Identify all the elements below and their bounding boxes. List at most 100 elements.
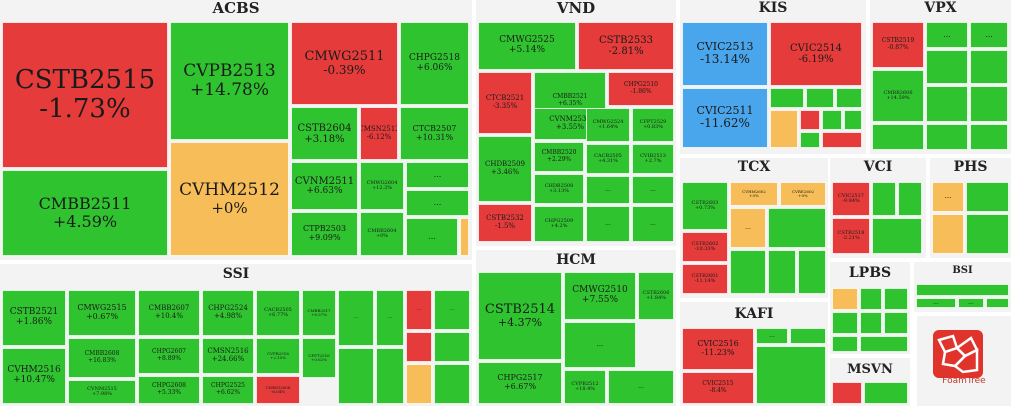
cell-vnd-chpg2510[interactable]: CHPG2510 -1.86%	[608, 72, 674, 106]
cell-ssi-more-19[interactable]: ...	[434, 290, 470, 330]
cell-ssi-more-18[interactable]: ...	[406, 290, 432, 330]
cell-hcm-more-6[interactable]: ...	[608, 370, 674, 404]
cell-ssi-cmwg2608[interactable]: CMWG2608 -6.04%	[256, 376, 300, 404]
cell-vnd-more-18[interactable]: ...	[632, 206, 674, 242]
cell-ssi-cmbb2517[interactable]: CMBB2517 +6.57%	[302, 290, 336, 336]
cell-ssi-chpg2524[interactable]: CHPG2524 +4.98%	[202, 290, 254, 336]
cell-ssi-cmbb2607[interactable]: CMBB2607 +10.4%	[138, 290, 200, 336]
cell-vnd-cmwg2525[interactable]: CMWG2525 +5.14%	[478, 22, 576, 70]
cell-kis-cvic2511[interactable]: CVIC2511 -11.62%	[682, 88, 768, 148]
cell-vnd-more-17[interactable]: ...	[632, 176, 674, 204]
cell-hcm-cvpb2512[interactable]: CVPB2512 +18.4%	[564, 370, 606, 404]
cell-bsi-block-0	[916, 284, 1009, 296]
cell-vnd-cstb2532[interactable]: CSTB2532 -1.5%	[478, 204, 532, 242]
cell-vpx-block-1	[970, 50, 1008, 84]
cell-change: +0.83%	[642, 124, 664, 130]
cell-ssi-cmwg2515[interactable]: CMWG2515 +0.67%	[68, 290, 136, 336]
cell-tcx-cstb2601[interactable]: CSTB2601 -11.14%	[682, 264, 728, 294]
cell-name: CMBB2606	[883, 89, 913, 96]
cell-vnd-more-15[interactable]: ...	[586, 176, 630, 204]
cell-vci-block-1	[898, 182, 922, 216]
cell-ssi-cmbb2608[interactable]: CMBB2608 +16.83%	[68, 338, 136, 378]
cell-ssi-cvhm2516[interactable]: CVHM2516 +10.47%	[2, 348, 66, 404]
cell-vnd-more-16[interactable]: ...	[586, 206, 630, 242]
cell-ssi-cvpb2516[interactable]: CVPB2516 +2.15%	[256, 338, 300, 374]
cell-tcx-cvhm2602[interactable]: CVHM2602 +0%	[730, 182, 778, 206]
cell-vnd-cvib2513[interactable]: CVIB2513 +2.7%	[632, 144, 674, 174]
cell-ssi-cmsn2516[interactable]: CMSN2516 +24.66%	[202, 338, 254, 374]
cell-hcm-chpg2517[interactable]: CHPG2517 +6.67%	[478, 362, 562, 404]
cell-kafi-more-2[interactable]: ...	[756, 328, 788, 344]
cell-vnd-cfpt2529[interactable]: CFPT2529 +0.83%	[632, 108, 674, 142]
cell-vnd-cmwg2524[interactable]: CMWG2524 +1.64%	[586, 108, 630, 142]
cell-tcx-cstb2603[interactable]: CSTB2603 +0.73%	[682, 182, 728, 230]
cell-acbs-cmbb2604[interactable]: CMBB2604 +0%	[360, 212, 404, 256]
cell-acbs-cmbb2511[interactable]: CMBB2511 +4.59%	[2, 170, 168, 256]
cell-ssi-cfpt2516[interactable]: CFPT2516 +0.62%	[302, 338, 336, 378]
cell-name: CSTB2518	[837, 229, 865, 236]
cell-acbs-more-15[interactable]: ...	[406, 218, 458, 256]
cell-change: +14.78%	[189, 80, 270, 100]
cell-acbs-ctpb2503[interactable]: CTPB2503 +9.09%	[291, 212, 358, 256]
cell-hcm-cstb2606[interactable]: CSTB2606 +1.84%	[638, 272, 674, 320]
cell-vnd-ctcb2521[interactable]: CTCB2521 -3.35%	[478, 72, 532, 134]
cell-name: ...	[428, 231, 436, 241]
cell-vpx-cmbb2606[interactable]: CMBB2606 +14.59%	[872, 70, 924, 122]
cell-acbs-cmsn2512[interactable]: CMSN2512 -6.12%	[360, 107, 398, 160]
cell-vnd-chdb2509[interactable]: CHDB2509 +3.46%	[478, 136, 532, 202]
cell-acbs-cmwg2511[interactable]: CMWG2511 -0.39%	[291, 22, 398, 105]
cell-phs-more-0[interactable]: ...	[932, 182, 964, 212]
cell-acbs-ctcb2507[interactable]: CTCB2507 +10.31%	[400, 107, 469, 160]
cell-ssi-cacb2505[interactable]: CACB2505 +6.77%	[256, 290, 300, 336]
cell-ssi-chpg2525[interactable]: CHPG2525 +6.62%	[202, 376, 254, 404]
cell-bsi-more-0[interactable]: ...	[916, 298, 956, 308]
cell-vnd-chpg2509[interactable]: CHPG2509 +4.2%	[534, 206, 584, 242]
cell-kafi-cvic2516[interactable]: CVIC2516 -11.23%	[682, 328, 754, 370]
cell-name: ...	[769, 331, 775, 339]
cell-vnd-chdb2508[interactable]: CHDB2508 +3.13%	[534, 174, 584, 204]
cell-bsi-more-1[interactable]: ...	[958, 298, 984, 308]
cell-hcm-cmwg2510[interactable]: CMWG2510 +7.55%	[564, 272, 636, 320]
cell-ssi-cvnm2515[interactable]: CVNM2515 +7.98%	[68, 380, 136, 404]
cell-vnd-cmbb2520[interactable]: CMBB2520 +2.29%	[534, 142, 584, 172]
cell-vpx-more-3[interactable]: ...	[970, 22, 1008, 48]
cell-kis-block-2	[836, 88, 862, 108]
cell-vci-cvic2517[interactable]: CVIC2517 -9.84%	[832, 182, 870, 216]
cell-acbs-cstb2515[interactable]: CSTB2515 -1.73%	[2, 22, 168, 168]
cell-lpbs-block-4	[860, 312, 882, 334]
cell-vnd-cacb2505[interactable]: CACB2505 +4.31%	[586, 144, 630, 174]
cell-ssi-chpg2607[interactable]: CHPG2607 +8.89%	[138, 338, 200, 374]
cell-vpx-cstb2519[interactable]: CSTB2519 -0.87%	[872, 22, 924, 68]
cell-acbs-chpg2518[interactable]: CHPG2518 +6.06%	[400, 22, 469, 105]
cell-acbs-cstb2604[interactable]: CSTB2604 +3.18%	[291, 107, 358, 160]
cell-acbs-more-13[interactable]: ...	[406, 162, 469, 188]
cell-kis-cvic2513[interactable]: CVIC2513 -13.14%	[682, 22, 768, 86]
cell-vci-cstb2518[interactable]: CSTB2518 -2.21%	[832, 218, 870, 254]
group-title-kis: KIS	[758, 0, 788, 16]
cell-kis-cvic2514[interactable]: CVIC2514 -6.19%	[770, 22, 862, 86]
cell-change: +4.98%	[213, 312, 243, 320]
cell-hcm-more-4[interactable]: ...	[564, 322, 636, 368]
cell-ssi-block-4	[338, 348, 374, 404]
cell-kafi-cvic2515[interactable]: CVIC2515 -8.4%	[682, 372, 754, 404]
cell-ssi-more-17[interactable]: ...	[376, 290, 404, 346]
cell-tcx-more-5[interactable]: ...	[730, 208, 766, 248]
cell-acbs-more-14[interactable]: ...	[406, 190, 469, 216]
cell-acbs-cmwg2604[interactable]: CMWG2604 +12.2%	[360, 162, 404, 210]
cell-acbs-cvnm2511[interactable]: CVNM2511 +6.63%	[291, 162, 358, 210]
cell-ssi-cstb2521[interactable]: CSTB2521 +1.86%	[2, 290, 66, 346]
cell-kis-block-8	[822, 132, 862, 148]
cell-vnd-cstb2533[interactable]: CSTB2533 -2.81%	[578, 22, 674, 70]
cell-hcm-cstb2514[interactable]: CSTB2514 +4.37%	[478, 272, 562, 360]
cell-ssi-chpg2608[interactable]: CHPG2608 +5.33%	[138, 376, 200, 404]
group-title-ssi: SSI	[222, 266, 250, 282]
cell-tcx-cvre2602[interactable]: CVRE2602 +0%	[780, 182, 826, 206]
cell-acbs-more-16[interactable]	[460, 218, 469, 256]
cell-acbs-cvpb2513[interactable]: CVPB2513 +14.78%	[170, 22, 289, 140]
group-title-tcx: TCX	[737, 159, 771, 175]
cell-acbs-cvhm2512[interactable]: CVHM2512 +0%	[170, 142, 289, 256]
cell-ssi-more-16[interactable]: ...	[338, 290, 374, 346]
cell-tcx-cstb2602[interactable]: CSTB2602 -10.33%	[682, 232, 728, 262]
cell-vpx-more-2[interactable]: ...	[926, 22, 968, 48]
